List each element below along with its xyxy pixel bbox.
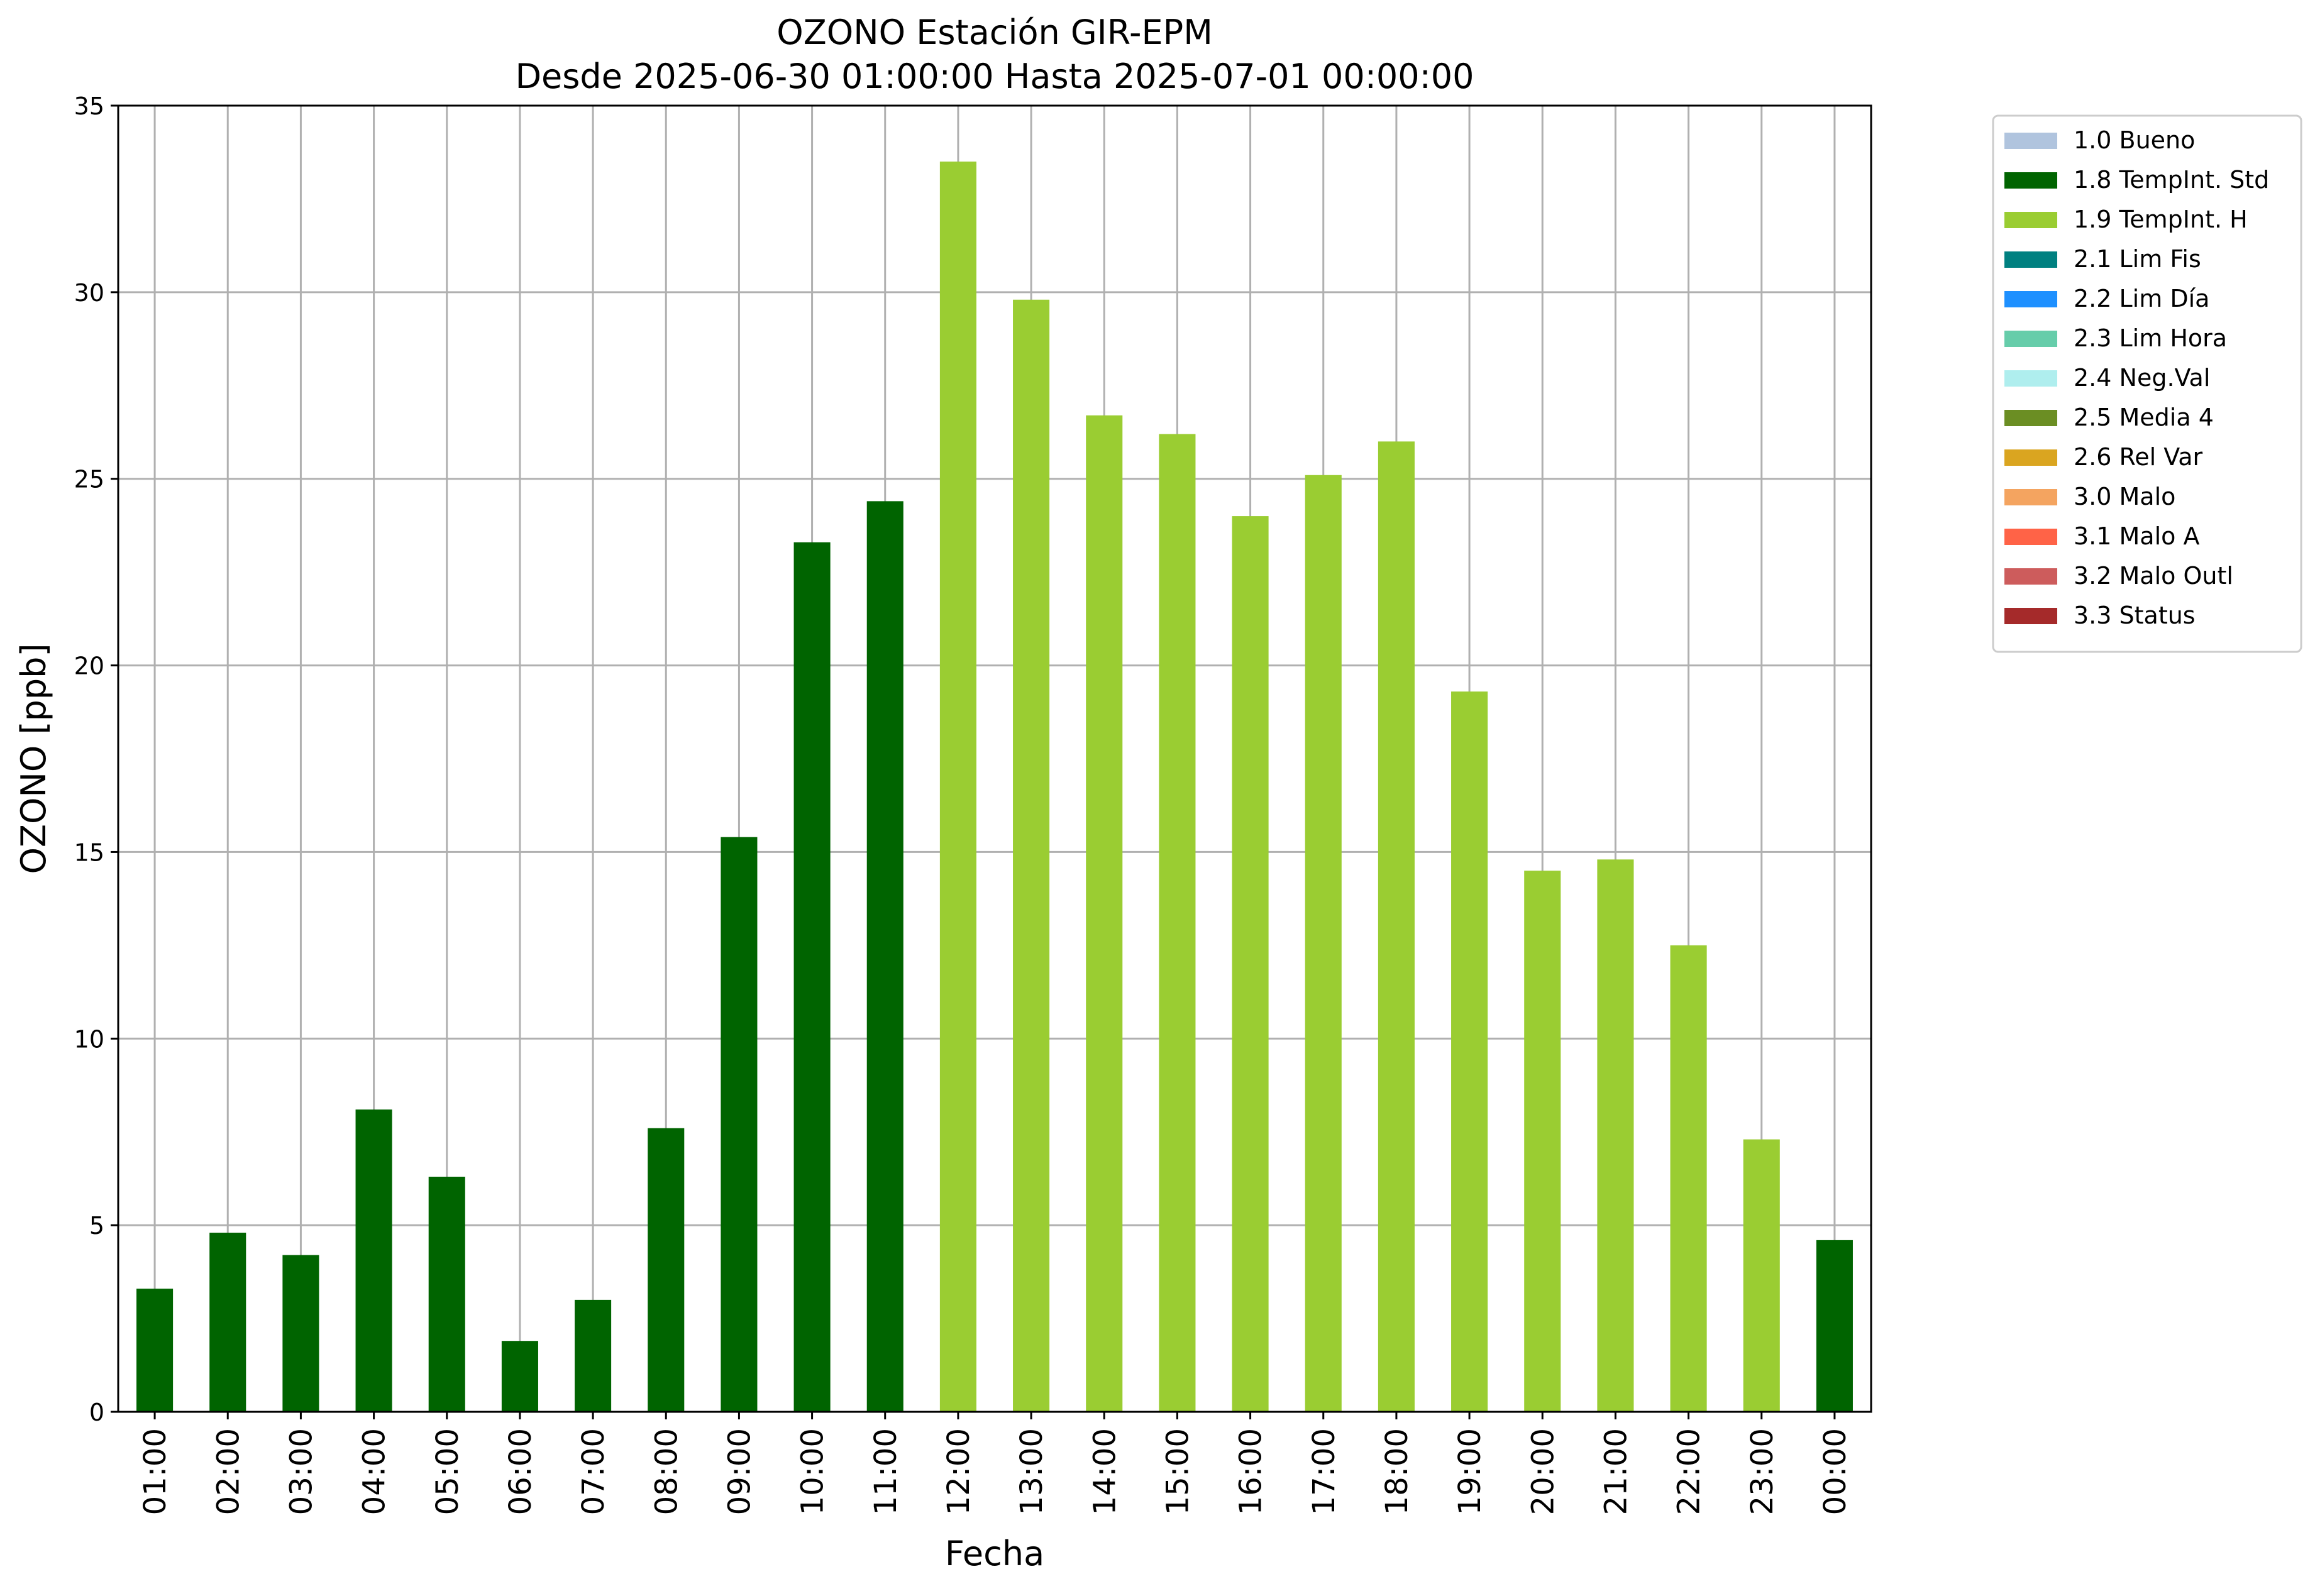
bar-12:00 <box>939 162 976 1412</box>
x-tick-label: 05:00 <box>430 1428 465 1515</box>
legend-swatch-2.2 <box>2004 291 2057 307</box>
bar-21:00 <box>1597 859 1634 1412</box>
legend-label: 1.0 Bueno <box>2074 126 2195 154</box>
bar-02:00 <box>209 1233 246 1412</box>
x-tick-label: 06:00 <box>503 1428 538 1515</box>
legend-label: 2.6 Rel Var <box>2074 443 2203 471</box>
bar-14:00 <box>1086 415 1123 1412</box>
legend-label: 2.4 Neg.Val <box>2074 364 2210 392</box>
x-axis-label: Fecha <box>945 1534 1044 1573</box>
y-axis-label: OZONO [ppb] <box>14 643 53 874</box>
legend-swatch-2.1 <box>2004 251 2057 268</box>
legend-label: 3.2 Malo Outl <box>2074 562 2233 590</box>
legend-label: 1.9 TempInt. H <box>2074 206 2248 233</box>
bar-15:00 <box>1159 434 1196 1412</box>
bar-19:00 <box>1451 691 1488 1412</box>
x-tick-label: 00:00 <box>1818 1428 1853 1515</box>
legend-label: 2.2 Lim Día <box>2074 285 2209 312</box>
x-tick-label: 18:00 <box>1379 1428 1415 1515</box>
legend-label: 2.5 Media 4 <box>2074 404 2214 431</box>
legend-swatch-2.3 <box>2004 331 2057 347</box>
bar-23:00 <box>1743 1139 1780 1412</box>
bar-04:00 <box>355 1109 392 1412</box>
x-tick-label: 17:00 <box>1307 1428 1342 1515</box>
legend-label: 3.3 Status <box>2074 602 2196 629</box>
y-tick-label: 25 <box>74 466 104 493</box>
bar-01:00 <box>136 1289 174 1412</box>
legend: 1.0 Bueno 1.8 TempInt. Std 1.9 TempInt. H 2… <box>1992 114 2302 653</box>
bar-05:00 <box>428 1176 465 1412</box>
x-tick-label: 04:00 <box>357 1428 392 1515</box>
legend-label: 3.0 Malo <box>2074 483 2175 510</box>
legend-label: 2.3 Lim Hora <box>2074 324 2227 352</box>
bar-10:00 <box>793 542 831 1412</box>
bar-18:00 <box>1378 441 1415 1412</box>
y-tick-label: 20 <box>74 652 104 680</box>
legend-swatch-3.3 <box>2004 608 2057 624</box>
x-tick-label: 20:00 <box>1525 1428 1561 1515</box>
legend-swatch-2.4 <box>2004 370 2057 387</box>
y-axis: 0 5 10 15 20 25 30 35 <box>74 92 118 1426</box>
bar-13:00 <box>1013 299 1050 1412</box>
x-tick-label: 16:00 <box>1234 1428 1269 1515</box>
x-tick-label: 10:00 <box>795 1428 831 1515</box>
x-tick-label: 12:00 <box>941 1428 976 1515</box>
legend-swatch-3.0 <box>2004 489 2057 505</box>
legend-swatch-1.0 <box>2004 133 2057 149</box>
chart-subtitle: Desde 2025-06-30 01:00:00 Hasta 2025-07-… <box>515 57 1474 96</box>
legend-swatch-1.9 <box>2004 212 2057 228</box>
bar-07:00 <box>575 1299 612 1412</box>
legend-swatch-2.6 <box>2004 449 2057 466</box>
x-tick-label: 01:00 <box>138 1428 173 1515</box>
bars-layer <box>136 162 1853 1412</box>
y-tick-label: 0 <box>89 1399 104 1426</box>
legend-swatch-2.5 <box>2004 410 2057 426</box>
x-tick-label: 15:00 <box>1160 1428 1195 1515</box>
legend-label: 2.1 Lim Fis <box>2074 245 2201 273</box>
x-tick-label: 08:00 <box>649 1428 684 1515</box>
y-tick-label: 10 <box>74 1025 104 1053</box>
legend-label: 1.8 TempInt. Std <box>2074 166 2269 194</box>
bar-22:00 <box>1670 945 1707 1412</box>
chart-title: OZONO Estación GIR-EPM <box>776 13 1213 52</box>
x-axis: 01:00 02:00 03:00 04:00 05:00 06:00 07:00 08:00… <box>138 1412 1853 1515</box>
y-tick-label: 5 <box>89 1212 104 1240</box>
bar-09:00 <box>721 837 758 1412</box>
bar-00:00 <box>1816 1240 1853 1412</box>
x-tick-label: 09:00 <box>722 1428 757 1515</box>
x-tick-label: 13:00 <box>1014 1428 1049 1515</box>
x-tick-label: 21:00 <box>1598 1428 1633 1515</box>
legend-swatch-1.8 <box>2004 172 2057 189</box>
x-tick-label: 07:00 <box>576 1428 611 1515</box>
y-tick-label: 15 <box>74 839 104 866</box>
bar-17:00 <box>1305 475 1342 1412</box>
y-tick-label: 30 <box>74 279 104 307</box>
x-tick-label: 23:00 <box>1745 1428 1780 1515</box>
x-tick-label: 22:00 <box>1672 1428 1707 1515</box>
bar-06:00 <box>501 1341 538 1412</box>
x-tick-label: 02:00 <box>211 1428 246 1515</box>
bar-11:00 <box>866 501 903 1412</box>
bar-08:00 <box>648 1128 685 1412</box>
y-tick-label: 35 <box>74 92 104 120</box>
plot-frame <box>117 104 1872 1413</box>
x-tick-label: 03:00 <box>284 1428 319 1515</box>
legend-swatch-3.2 <box>2004 568 2057 585</box>
x-tick-label: 19:00 <box>1452 1428 1488 1515</box>
bar-16:00 <box>1232 516 1269 1412</box>
legend-box <box>1992 114 2302 653</box>
legend-label: 3.1 Malo A <box>2074 522 2199 550</box>
x-tick-label: 11:00 <box>868 1428 903 1515</box>
legend-swatch-3.1 <box>2004 529 2057 545</box>
bar-20:00 <box>1524 871 1561 1412</box>
x-tick-label: 14:00 <box>1087 1428 1122 1515</box>
bar-03:00 <box>282 1255 319 1412</box>
